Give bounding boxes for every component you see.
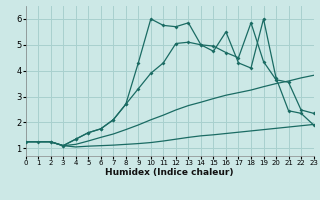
X-axis label: Humidex (Indice chaleur): Humidex (Indice chaleur) xyxy=(105,168,234,177)
